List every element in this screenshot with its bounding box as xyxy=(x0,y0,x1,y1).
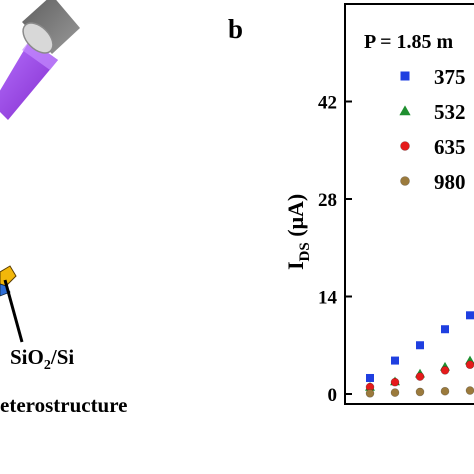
data-point-635 xyxy=(415,372,425,381)
y-tick-label: 0 xyxy=(328,385,338,406)
legend-marker-532 xyxy=(399,105,411,116)
data-point-375 xyxy=(441,325,449,334)
device-schematic: SiO2/Si eterostructure xyxy=(0,0,128,417)
data-point-375 xyxy=(466,311,474,320)
legend: 375 532 635 980 xyxy=(399,65,466,194)
legend-marker-375 xyxy=(400,71,410,81)
data-point-375 xyxy=(416,341,424,350)
panel-label: b xyxy=(228,14,243,44)
data-point-635 xyxy=(440,366,450,375)
legend-label: 532 xyxy=(434,100,466,124)
legend-label: 980 xyxy=(434,170,466,194)
data-point-980 xyxy=(465,386,474,395)
y-tick-label: 42 xyxy=(318,93,337,114)
y-tick-label: 28 xyxy=(318,190,337,211)
legend-marker-980 xyxy=(400,176,410,186)
legend-marker-635 xyxy=(400,141,410,151)
y-axis-label: IDS (μA) xyxy=(283,194,313,270)
data-markers xyxy=(365,311,474,398)
data-point-980 xyxy=(390,388,400,397)
data-point-635 xyxy=(390,377,400,387)
data-point-635 xyxy=(465,360,474,370)
data-point-375 xyxy=(391,356,399,365)
laser-source-icon xyxy=(22,0,80,54)
data-point-980 xyxy=(365,389,375,398)
data-point-980 xyxy=(415,387,425,397)
y-tick-label: 14 xyxy=(318,288,338,309)
plot-frame xyxy=(344,3,474,405)
substrate-label: SiO2/Si xyxy=(10,345,74,373)
y-axis: 0 14 28 42 xyxy=(318,93,352,406)
data-point-375 xyxy=(366,373,374,382)
substrate-pointer-line xyxy=(3,279,24,343)
data-point-980 xyxy=(440,386,450,396)
legend-label: 635 xyxy=(434,135,466,159)
legend-label: 375 xyxy=(434,65,466,89)
heterostructure-label: eterostructure xyxy=(0,393,128,417)
chart-title: P = 1.85 m xyxy=(364,31,454,53)
